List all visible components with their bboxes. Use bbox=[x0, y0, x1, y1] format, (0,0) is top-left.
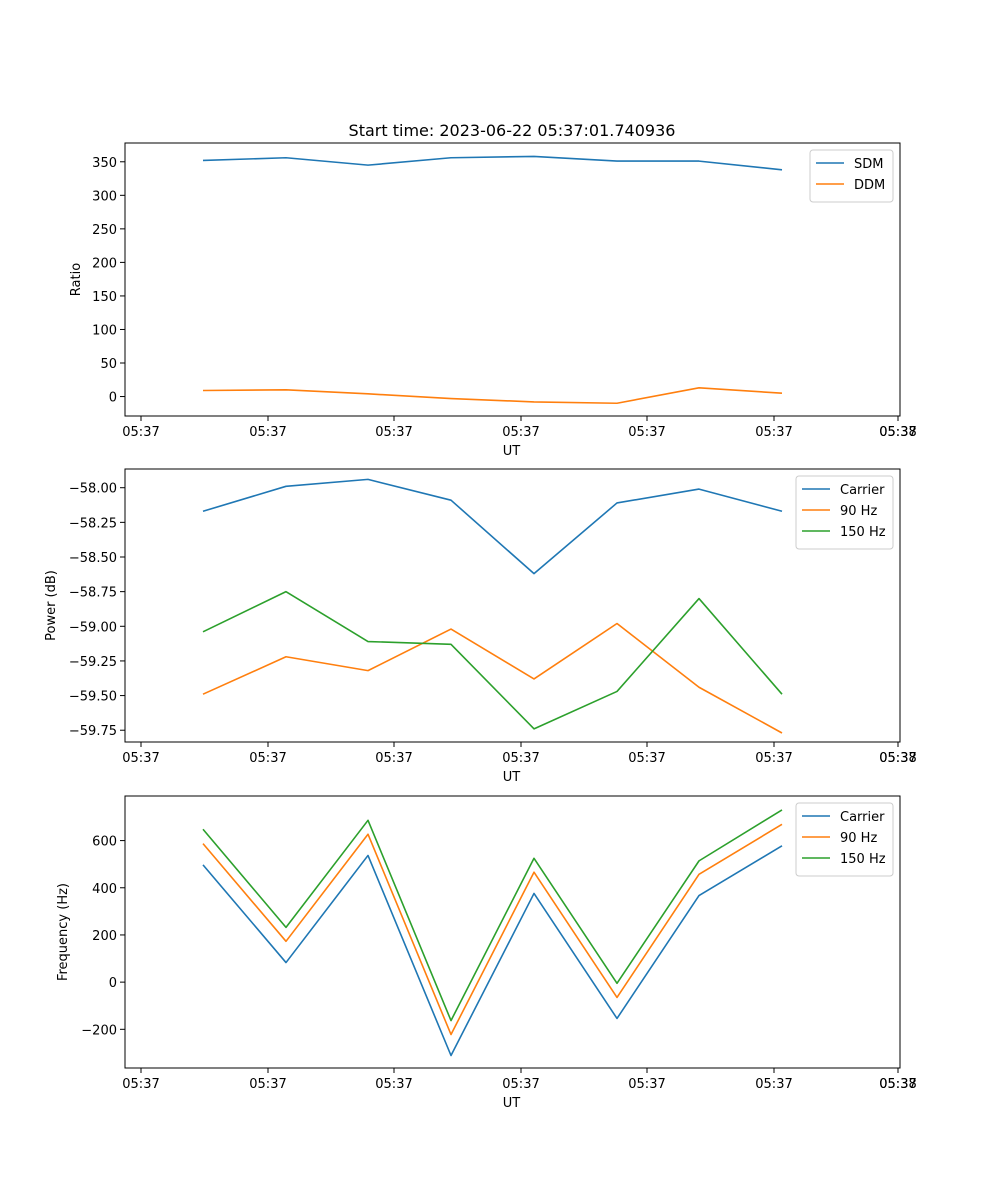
panel-1: 05:37 05:37 05:37 05:37 05:37 05:37 05:3705:38… bbox=[69, 142, 917, 459]
legend-label: Carrier bbox=[840, 483, 885, 498]
y-tick-label: −58.50 bbox=[69, 551, 117, 566]
x-tick-label: 05:37 bbox=[502, 751, 539, 766]
series-line-90-hz bbox=[202, 823, 783, 1036]
series-line-carrier bbox=[202, 845, 783, 1057]
x-tick-label: 05:37 bbox=[755, 425, 792, 440]
plot-frame bbox=[124, 468, 901, 743]
y-axis-label: Frequency (Hz) bbox=[56, 883, 71, 981]
y-tick-label: −59.75 bbox=[69, 724, 117, 739]
plot-frame bbox=[124, 142, 901, 417]
y-axis-label: Ratio bbox=[69, 263, 84, 296]
y-tick-label: 600 bbox=[92, 835, 117, 850]
series-line-ddm bbox=[202, 387, 783, 405]
y-tick-label: 250 bbox=[92, 223, 117, 238]
y-tick-label: 200 bbox=[92, 929, 117, 944]
x-tick-label: 05:37 bbox=[628, 1077, 665, 1092]
x-tick-label: 05:37 bbox=[879, 425, 916, 440]
y-tick-label: 300 bbox=[92, 189, 117, 204]
series-line-150-hz bbox=[202, 590, 783, 730]
y-tick-label: −59.50 bbox=[69, 690, 117, 705]
x-tick-label: 05:38 bbox=[879, 1077, 916, 1092]
series-line-150-hz bbox=[202, 809, 783, 1022]
y-tick-label: −58.00 bbox=[69, 482, 117, 497]
x-tick-label: 05:37 bbox=[502, 1077, 539, 1092]
y-tick-label: 0 bbox=[109, 391, 117, 406]
panel-2: 05:37 05:37 05:37 05:37 05:37 05:37 05:3705:38… bbox=[44, 468, 917, 785]
x-tick-label: 05:37 bbox=[755, 1077, 792, 1092]
series-line-90-hz bbox=[202, 622, 783, 734]
y-tick-label: −59.00 bbox=[69, 620, 117, 635]
x-tick-label: 05:37 bbox=[879, 1077, 916, 1092]
y-tick-label: −59.25 bbox=[69, 655, 117, 670]
legend-label: 90 Hz bbox=[840, 504, 877, 519]
x-tick-label: 05:37 bbox=[122, 425, 159, 440]
x-axis-label: UT bbox=[503, 770, 521, 785]
y-tick-label: −58.25 bbox=[69, 516, 117, 531]
x-tick-label: 05:37 bbox=[375, 751, 412, 766]
series-line-carrier bbox=[202, 478, 783, 575]
y-tick-label: 200 bbox=[92, 256, 117, 271]
x-tick-label: 05:37 bbox=[122, 751, 159, 766]
legend-label: 90 Hz bbox=[840, 831, 877, 846]
x-tick-label: 05:37 bbox=[249, 425, 286, 440]
legend-label: 150 Hz bbox=[840, 852, 886, 867]
x-tick-label: 05:37 bbox=[375, 425, 412, 440]
x-tick-label: 05:38 bbox=[879, 425, 916, 440]
x-tick-label: 05:37 bbox=[502, 425, 539, 440]
y-tick-label: 350 bbox=[92, 156, 117, 171]
x-tick-label: 05:37 bbox=[628, 751, 665, 766]
y-tick-label: 0 bbox=[109, 976, 117, 991]
x-tick-label: 05:38 bbox=[879, 751, 916, 766]
y-tick-label: 50 bbox=[100, 357, 117, 372]
x-axis-label: UT bbox=[503, 444, 521, 459]
x-tick-label: 05:37 bbox=[755, 751, 792, 766]
legend-label: 150 Hz bbox=[840, 525, 886, 540]
legend-label: DDM bbox=[854, 178, 885, 193]
x-tick-label: 05:37 bbox=[249, 1077, 286, 1092]
x-tick-label: 05:37 bbox=[375, 1077, 412, 1092]
x-tick-label: 05:37 bbox=[879, 751, 916, 766]
x-tick-label: 05:37 bbox=[249, 751, 286, 766]
legend-label: Carrier bbox=[840, 810, 885, 825]
series-line-sdm bbox=[202, 155, 783, 171]
x-axis-label: UT bbox=[503, 1096, 521, 1111]
y-tick-label: −200 bbox=[81, 1023, 117, 1038]
figure-title: Start time: 2023-06-22 05:37:01.740936 bbox=[349, 121, 676, 140]
panel-3: 05:37 05:37 05:37 05:37 05:37 05:37 05:3705:38… bbox=[56, 795, 917, 1111]
y-tick-label: −58.75 bbox=[69, 586, 117, 601]
x-tick-label: 05:37 bbox=[122, 1077, 159, 1092]
legend-label: SDM bbox=[854, 157, 883, 172]
y-tick-label: 150 bbox=[92, 290, 117, 305]
x-tick-label: 05:37 bbox=[628, 425, 665, 440]
y-tick-label: 100 bbox=[92, 323, 117, 338]
plot-frame bbox=[124, 795, 901, 1069]
y-tick-label: 400 bbox=[92, 882, 117, 897]
y-axis-label: Power (dB) bbox=[44, 570, 59, 641]
